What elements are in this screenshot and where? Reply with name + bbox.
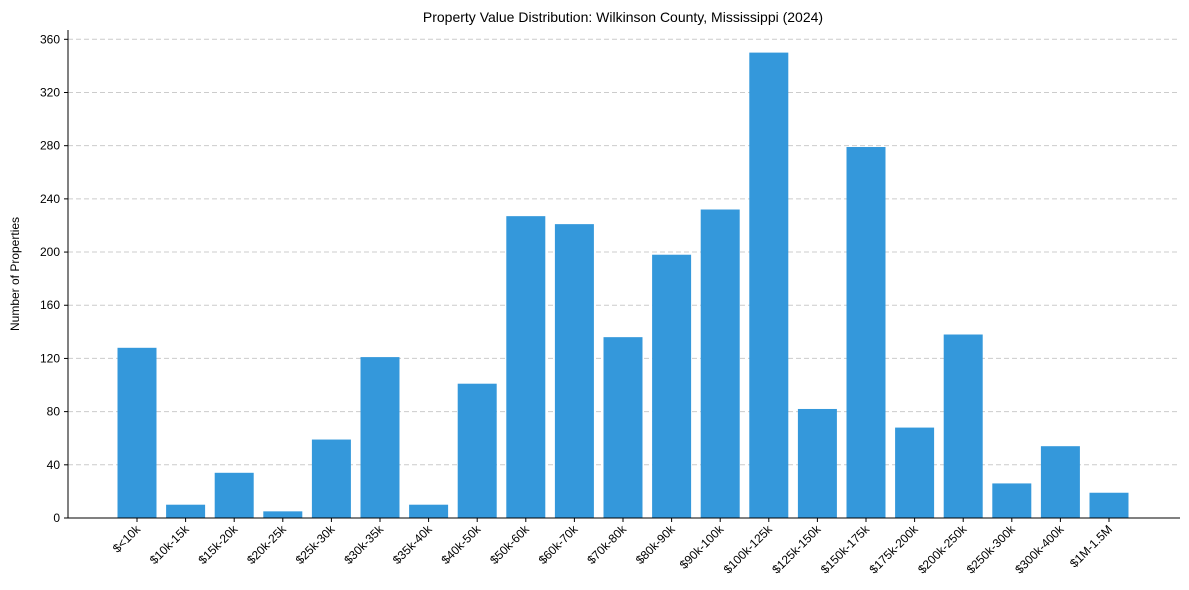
bar xyxy=(263,511,303,518)
x-tick-label: $250k-300k xyxy=(964,522,1019,577)
x-tick-label: $150k-175k xyxy=(818,522,873,577)
bar xyxy=(554,224,594,519)
x-tick-label: $35k-40k xyxy=(390,522,436,568)
bar xyxy=(457,383,497,518)
x-tick-label: $20k-25k xyxy=(244,522,290,568)
x-tick-label: $175k-200k xyxy=(866,522,921,577)
bar xyxy=(652,254,692,518)
y-tick-label: 0 xyxy=(53,511,60,525)
bar xyxy=(506,216,546,519)
bar xyxy=(700,209,740,519)
chart-title: Property Value Distribution: Wilkinson C… xyxy=(423,9,823,25)
x-tick-label: $200k-250k xyxy=(915,522,970,577)
bar xyxy=(1040,446,1080,518)
bar xyxy=(749,52,789,518)
y-tick-label: 200 xyxy=(40,245,60,259)
bar xyxy=(117,347,157,518)
x-tick-label: $<10k xyxy=(110,522,144,556)
x-tick-label: $30k-35k xyxy=(341,522,387,568)
x-ticks: $<10k $10k-15k $15k-20k $20k-25k $25k-30k $30… xyxy=(110,518,1115,576)
x-tick-label: $10k-15k xyxy=(147,522,193,568)
x-tick-label: $125k-150k xyxy=(769,522,824,577)
bar xyxy=(943,334,983,518)
x-tick-label: $50k-60k xyxy=(487,522,533,568)
axes xyxy=(67,30,1180,519)
x-tick-label: $300k-400k xyxy=(1012,522,1067,577)
x-tick-label: $60k-70k xyxy=(536,522,582,568)
x-tick-label: $15k-20k xyxy=(196,522,242,568)
y-axis-label: Number of Properties xyxy=(8,217,22,331)
bar xyxy=(214,472,254,518)
y-tick-label: 240 xyxy=(40,192,60,206)
y-tick-label: 360 xyxy=(40,32,60,46)
y-tick-label: 160 xyxy=(40,298,60,312)
y-tick-label: 120 xyxy=(40,351,60,365)
y-tick-label: 320 xyxy=(40,85,60,99)
bar xyxy=(603,337,643,518)
bars xyxy=(117,52,1129,519)
bar xyxy=(360,357,400,518)
bar xyxy=(992,483,1032,518)
bar xyxy=(846,147,886,519)
y-tick-label: 80 xyxy=(47,405,61,419)
x-tick-label: $80k-90k xyxy=(633,522,679,568)
y-tick-label: 40 xyxy=(47,458,61,472)
bar xyxy=(311,439,351,518)
bar xyxy=(895,427,935,518)
bar xyxy=(1089,492,1129,518)
y-ticks: 0 40 80 120 160 200 240 280 320 360 xyxy=(40,32,68,525)
x-tick-label: $25k-30k xyxy=(293,522,339,568)
x-tick-label: $40k-50k xyxy=(439,522,485,568)
x-tick-label: $70k-80k xyxy=(584,522,630,568)
y-tick-label: 280 xyxy=(40,139,60,153)
x-tick-label: $90k-100k xyxy=(677,522,727,572)
bar xyxy=(797,408,837,518)
bar xyxy=(166,504,206,518)
bar xyxy=(409,504,449,518)
x-tick-label: $100k-125k xyxy=(721,522,776,577)
x-tick-label: $1M-1.5M xyxy=(1067,522,1115,570)
